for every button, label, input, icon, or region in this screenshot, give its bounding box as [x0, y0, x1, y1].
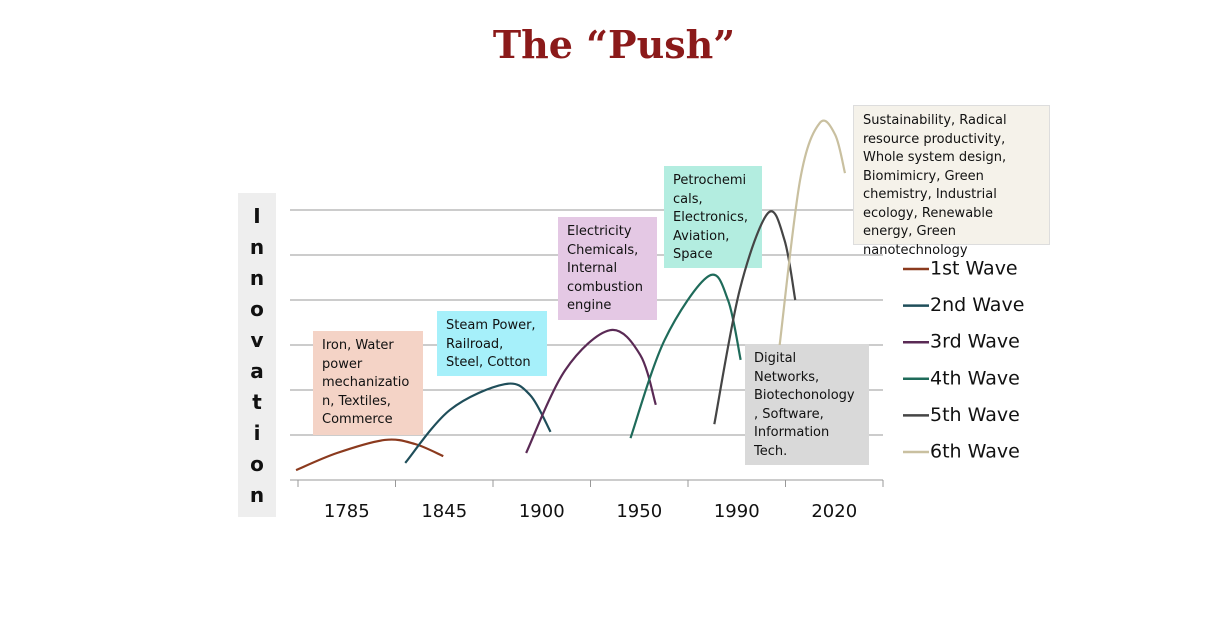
- annotation: Sustainability, Radical resource product…: [853, 105, 1050, 258]
- x-tick-label: 1950: [616, 501, 662, 522]
- y-axis-label-box: [238, 193, 276, 517]
- x-tick-label: 1845: [421, 501, 467, 522]
- x-tick-label: 1785: [324, 501, 370, 522]
- x-tick-label: 1990: [714, 501, 760, 522]
- annotation: Petrochemi cals, Electronics, Aviation, …: [664, 166, 762, 268]
- annotation: Digital Networks, Biotechonology , Softw…: [745, 344, 869, 465]
- annotation: Iron, Water power mechanizatio n, Textil…: [313, 331, 423, 435]
- annotation: Electricity Chemicals, Internal combusti…: [558, 217, 657, 320]
- x-tick-label: 2020: [811, 501, 857, 522]
- annotation: Steam Power, Railroad, Steel, Cotton: [437, 311, 547, 376]
- x-tick-label: 1900: [519, 501, 565, 522]
- chart-title: The “Push”: [492, 22, 736, 67]
